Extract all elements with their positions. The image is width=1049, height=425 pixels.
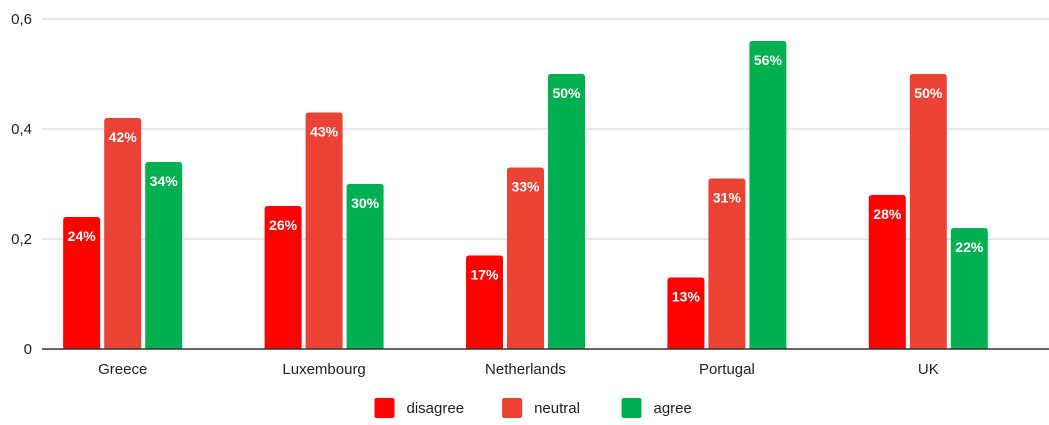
data-label: 43% <box>310 124 339 140</box>
data-label: 13% <box>672 289 701 305</box>
data-label: 24% <box>68 228 97 244</box>
bar-disagree <box>264 206 302 349</box>
bar-neutral <box>305 112 343 349</box>
x-tick-label: Netherlands <box>485 361 566 378</box>
data-label: 26% <box>269 217 298 233</box>
data-label: 50% <box>914 85 943 101</box>
x-tick-label: UK <box>918 361 939 378</box>
legend-swatch-agree <box>621 398 642 418</box>
bar-disagree <box>466 255 503 349</box>
x-tick-label: Greece <box>98 361 147 378</box>
legend-label-agree: agree <box>654 400 692 417</box>
bar-agree <box>950 228 988 349</box>
data-label: 17% <box>470 267 499 283</box>
data-label: 34% <box>150 173 179 189</box>
bar-agree <box>548 74 585 349</box>
y-tick-label: 0,4 <box>11 121 32 138</box>
data-label: 42% <box>109 129 138 145</box>
bar-agree <box>145 162 183 349</box>
y-tick-label: 0 <box>24 341 32 358</box>
bar-agree <box>346 184 384 349</box>
legend-swatch-neutral <box>502 398 523 418</box>
x-tick-label: Portugal <box>699 361 755 378</box>
bar-neutral <box>507 167 544 349</box>
data-label: 30% <box>351 195 380 211</box>
data-label: 31% <box>713 190 742 206</box>
y-tick-label: 0,2 <box>11 231 32 248</box>
legend-label-disagree: disagree <box>407 400 465 417</box>
data-label: 33% <box>511 179 540 195</box>
bar-neutral <box>708 178 746 349</box>
legend-label-neutral: neutral <box>534 400 580 417</box>
bar-neutral <box>104 118 142 349</box>
data-label: 50% <box>552 85 581 101</box>
bar-neutral <box>909 74 947 349</box>
bar-agree <box>749 41 787 349</box>
y-tick-label: 0,6 <box>11 11 32 28</box>
data-label: 28% <box>873 206 902 222</box>
bar-disagree <box>667 277 705 349</box>
bar-disagree <box>63 217 101 349</box>
legend-swatch-disagree <box>374 398 395 418</box>
x-tick-label: Luxembourg <box>282 361 365 378</box>
data-label: 22% <box>955 239 984 255</box>
data-label: 56% <box>754 52 783 68</box>
bar-disagree <box>868 195 906 349</box>
